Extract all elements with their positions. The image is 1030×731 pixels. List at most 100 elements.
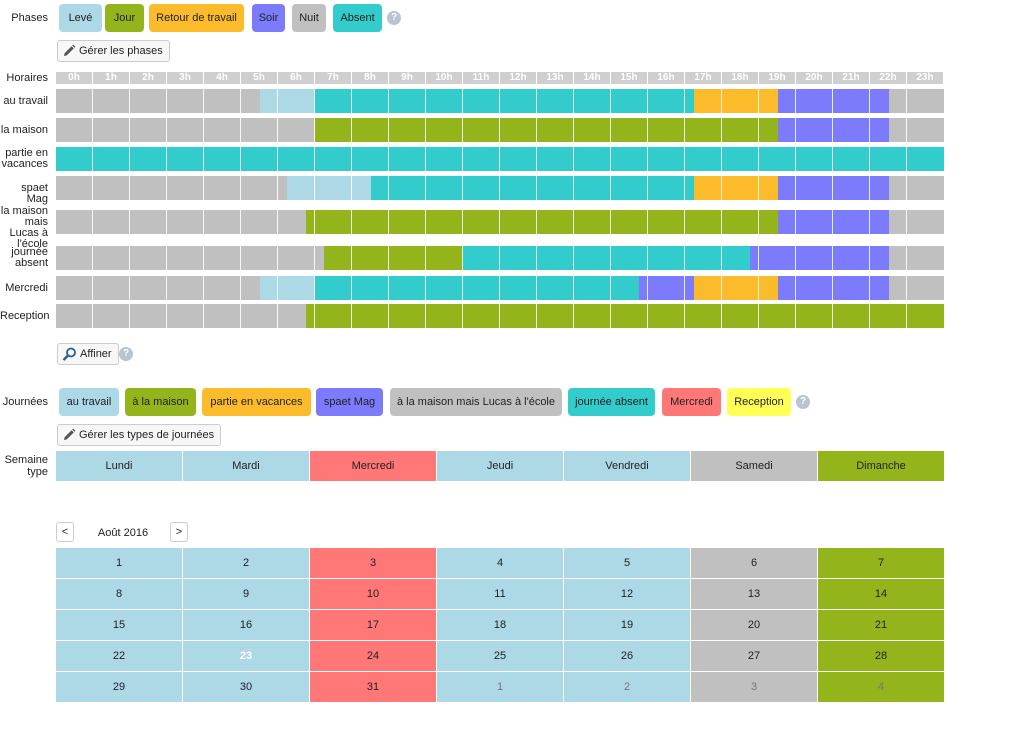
calendar-day[interactable]: 12 <box>564 579 690 609</box>
calendar-day[interactable]: 26 <box>564 641 690 671</box>
schedule-segment-leve[interactable] <box>259 276 315 300</box>
calendar-day-today[interactable]: 23 <box>183 641 309 671</box>
day-type-chip-spaet-mag[interactable]: spaet Mag <box>316 388 383 416</box>
schedule-segment-nuit[interactable] <box>56 118 315 142</box>
schedule-segment-nuit[interactable] <box>888 89 944 113</box>
calendar-day[interactable]: 15 <box>56 610 182 640</box>
schedule-segment-nuit[interactable] <box>56 89 260 113</box>
calendar-day[interactable]: 2 <box>183 548 309 578</box>
schedule-segment-nuit[interactable] <box>56 210 306 234</box>
schedule-segment-soir[interactable] <box>777 89 889 113</box>
week-day-jeudi[interactable]: Jeudi <box>437 451 563 481</box>
calendar-day[interactable]: 1 <box>437 672 563 702</box>
phase-chip-retour-de-travail[interactable]: Retour de travail <box>149 4 244 32</box>
calendar-day[interactable]: 28 <box>818 641 944 671</box>
manage-day-types-button[interactable]: Gérer les types de journées <box>57 424 222 446</box>
calendar-day[interactable]: 27 <box>691 641 817 671</box>
schedule-segment-soir[interactable] <box>777 118 889 142</box>
schedule-segment-jour[interactable] <box>315 118 778 142</box>
week-day-mercredi[interactable]: Mercredi <box>310 451 436 481</box>
schedule-segment-nuit[interactable] <box>888 176 944 200</box>
schedule-segment-soir[interactable] <box>777 276 889 300</box>
schedule-segment-absent[interactable] <box>315 276 639 300</box>
schedule-segment-soir[interactable] <box>777 210 889 234</box>
schedule-segment-absent[interactable] <box>315 89 695 113</box>
schedule-segment-jour[interactable] <box>305 304 944 328</box>
schedule-segment-leve[interactable] <box>259 89 315 113</box>
day-type-chip-journee-absent[interactable]: journée absent <box>568 388 655 416</box>
phase-chip-leve[interactable]: Levé <box>59 4 102 32</box>
calendar-day[interactable]: 10 <box>310 579 436 609</box>
calendar-day[interactable]: 4 <box>437 548 563 578</box>
calendar-day[interactable]: 4 <box>818 672 944 702</box>
day-type-chip-partie-en-vacances[interactable]: partie en vacances <box>202 388 311 416</box>
next-month-button[interactable]: > <box>170 522 188 542</box>
day-type-chip-mercredi[interactable]: Mercredi <box>662 388 721 416</box>
schedule-segment-retour[interactable] <box>694 89 778 113</box>
schedule-segment-absent[interactable] <box>56 147 944 171</box>
day-types-help-icon[interactable]: ? <box>796 395 810 409</box>
hour-divider <box>610 276 611 300</box>
schedule-segment-leve[interactable] <box>287 176 371 200</box>
calendar-day[interactable]: 1 <box>56 548 182 578</box>
calendar-day[interactable]: 19 <box>564 610 690 640</box>
phase-chip-absent[interactable]: Absent <box>333 4 382 32</box>
schedule-segment-nuit[interactable] <box>56 304 306 328</box>
calendar-day[interactable]: 16 <box>183 610 309 640</box>
day-type-chip-a-la-maison[interactable]: à la maison <box>125 388 196 416</box>
prev-month-button[interactable]: < <box>56 522 74 542</box>
schedule-segment-nuit[interactable] <box>888 276 944 300</box>
calendar-day[interactable]: 8 <box>56 579 182 609</box>
calendar-day[interactable]: 24 <box>310 641 436 671</box>
calendar-day[interactable]: 9 <box>183 579 309 609</box>
calendar-day[interactable]: 18 <box>437 610 563 640</box>
schedule-segment-nuit[interactable] <box>888 246 944 270</box>
schedule-segment-jour[interactable] <box>324 246 463 270</box>
refine-button[interactable]: Affiner <box>57 343 119 365</box>
calendar-day[interactable]: 20 <box>691 610 817 640</box>
schedule-segment-nuit[interactable] <box>56 176 288 200</box>
calendar-day[interactable]: 31 <box>310 672 436 702</box>
schedule-segment-retour[interactable] <box>694 276 778 300</box>
calendar-day[interactable]: 3 <box>310 548 436 578</box>
phase-chip-nuit[interactable]: Nuit <box>292 4 326 32</box>
schedule-segment-absent[interactable] <box>463 246 750 270</box>
calendar-day[interactable]: 29 <box>56 672 182 702</box>
calendar-day[interactable]: 13 <box>691 579 817 609</box>
schedule-segment-soir[interactable] <box>749 246 889 270</box>
calendar-day[interactable]: 7 <box>818 548 944 578</box>
day-type-chip-au-travail[interactable]: au travail <box>59 388 119 416</box>
phase-chip-jour[interactable]: Jour <box>105 4 144 32</box>
schedule-segment-jour[interactable] <box>305 210 778 234</box>
refine-help-icon[interactable]: ? <box>119 347 133 361</box>
week-day-mardi[interactable]: Mardi <box>183 451 309 481</box>
calendar-day[interactable]: 6 <box>691 548 817 578</box>
calendar-day[interactable]: 22 <box>56 641 182 671</box>
calendar-day[interactable]: 30 <box>183 672 309 702</box>
calendar-day[interactable]: 5 <box>564 548 690 578</box>
schedule-segment-nuit[interactable] <box>888 118 944 142</box>
phases-help-icon[interactable]: ? <box>387 11 401 25</box>
calendar-day[interactable]: 14 <box>818 579 944 609</box>
calendar-day[interactable]: 25 <box>437 641 563 671</box>
calendar-day[interactable]: 3 <box>691 672 817 702</box>
schedule-segment-soir[interactable] <box>777 176 889 200</box>
calendar-day[interactable]: 2 <box>564 672 690 702</box>
week-day-dimanche[interactable]: Dimanche <box>818 451 944 481</box>
schedule-segment-soir[interactable] <box>638 276 695 300</box>
week-day-lundi[interactable]: Lundi <box>56 451 182 481</box>
schedule-segment-nuit[interactable] <box>56 246 325 270</box>
calendar-day[interactable]: 11 <box>437 579 563 609</box>
day-type-chip-a-la-maison-mais-lucas-a-l-ecole[interactable]: à la maison mais Lucas à l'école <box>390 388 562 416</box>
week-day-samedi[interactable]: Samedi <box>691 451 817 481</box>
calendar-day[interactable]: 17 <box>310 610 436 640</box>
day-type-chip-reception[interactable]: Reception <box>727 388 791 416</box>
schedule-segment-retour[interactable] <box>694 176 778 200</box>
week-day-vendredi[interactable]: Vendredi <box>564 451 690 481</box>
phase-chip-soir[interactable]: Soir <box>252 4 285 32</box>
schedule-segment-absent[interactable] <box>370 176 695 200</box>
schedule-segment-nuit[interactable] <box>888 210 944 234</box>
calendar-day[interactable]: 21 <box>818 610 944 640</box>
manage-phases-button[interactable]: Gérer les phases <box>57 40 170 62</box>
schedule-segment-nuit[interactable] <box>56 276 260 300</box>
